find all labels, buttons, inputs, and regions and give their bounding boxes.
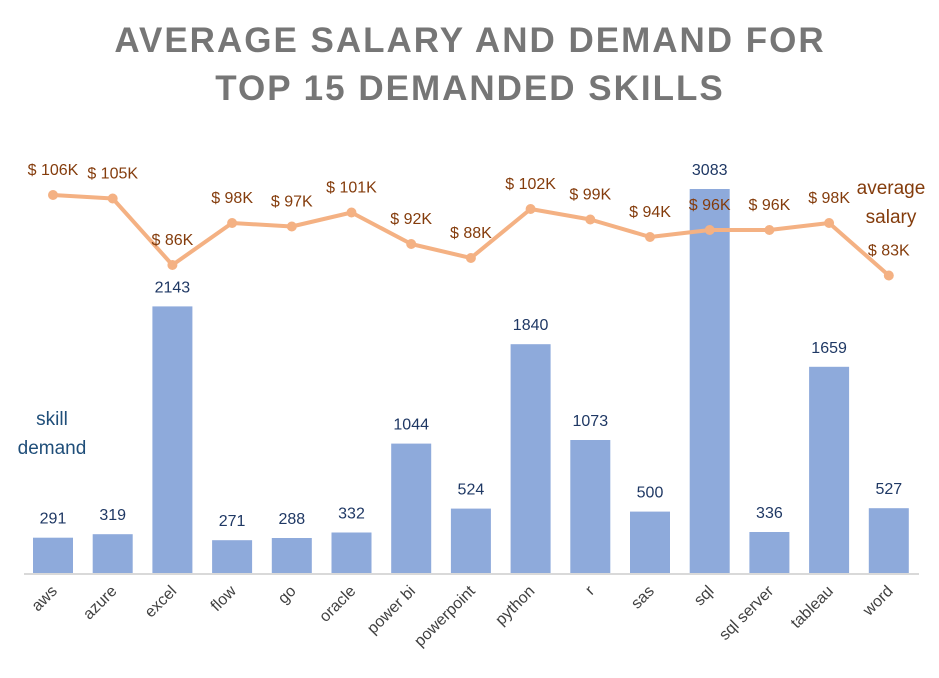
bar-go — [271, 538, 312, 574]
bar-python — [510, 344, 551, 574]
x-tick-label: sql — [691, 583, 717, 609]
bar-excel — [152, 306, 193, 574]
bar-value-label: 332 — [338, 506, 365, 523]
bar-sql-server — [749, 532, 790, 574]
salary-value-label: $ 98K — [211, 190, 253, 207]
salary-labels-group: $ 106K $ 105K $ 86K $ 98K $ 97K $ 101K $ 92K $ … — [28, 162, 910, 260]
salary-point-go — [286, 221, 297, 232]
x-tick-label: azure — [80, 583, 120, 623]
x-tick-label: aws — [29, 583, 61, 615]
salary-value-label: $ 96K — [748, 197, 790, 214]
bar-powerpoint — [450, 508, 491, 574]
salary-value-label: $ 97K — [271, 194, 313, 211]
x-tick-label: word — [859, 583, 896, 620]
bar-power-bi — [391, 443, 432, 574]
bar-labels-group: 291 319 2143 271 288 332 1044 524 1840 1073 500 308… — [40, 162, 903, 530]
x-tick-label: tableau — [788, 583, 837, 632]
x-tick-label: oracle — [316, 583, 359, 626]
salary-line-group — [48, 190, 894, 281]
salary-point-r — [585, 214, 596, 225]
bar-aws — [33, 537, 73, 574]
salary-point-oracle — [346, 207, 357, 218]
bars-group — [33, 189, 909, 574]
bar-value-label: 291 — [40, 511, 67, 528]
bar-value-label: 524 — [458, 482, 485, 499]
salary-point-tableau — [824, 218, 835, 228]
salary-value-label: $ 92K — [390, 211, 432, 228]
salary-value-label: $ 86K — [151, 232, 193, 249]
legend-salary-line-2: salary — [866, 207, 917, 228]
salary-point-azure — [107, 193, 118, 204]
bar-value-label: 500 — [637, 485, 664, 502]
bar-azure — [92, 534, 133, 574]
salary-point-power-bi — [406, 239, 417, 249]
x-tick-label: r — [582, 582, 598, 598]
x-tick-label: python — [492, 583, 538, 629]
bar-oracle — [331, 532, 372, 574]
bar-value-label: 271 — [219, 513, 246, 530]
bar-value-label: 1659 — [811, 340, 847, 357]
salary-point-aws — [48, 190, 58, 200]
x-tick-label: power bi — [364, 583, 419, 638]
salary-value-label: $ 94K — [629, 204, 671, 221]
salary-value-label: $ 88K — [450, 225, 492, 242]
salary-value-label: $ 99K — [569, 187, 611, 204]
x-tick-label: sql server — [716, 582, 778, 644]
salary-value-label: $ 96K — [689, 197, 731, 214]
salary-value-label: $ 83K — [868, 243, 910, 260]
salary-point-sql — [704, 225, 715, 235]
salary-point-word — [883, 270, 894, 281]
legend-salary-line-1: average — [857, 178, 926, 199]
bar-sas — [630, 511, 670, 574]
bar-r — [570, 440, 611, 574]
chart-title-line-2: TOP 15 DEMANDED SKILLS — [215, 69, 724, 108]
bar-flow — [212, 540, 253, 574]
x-tick-label: powerpoint — [411, 582, 479, 650]
bar-value-label: 1840 — [513, 317, 549, 334]
salary-value-label: $ 106K — [28, 162, 79, 179]
salary-value-label: $ 98K — [808, 190, 850, 207]
bar-word — [868, 508, 909, 574]
x-tick-label: go — [275, 583, 300, 608]
x-tick-label: sas — [628, 583, 658, 613]
bar-value-label: 336 — [756, 505, 783, 522]
bar-value-label: 1073 — [573, 413, 609, 430]
salary-point-sas — [645, 232, 655, 242]
legend-demand-line-2: demand — [18, 438, 87, 459]
bar-sql — [689, 189, 730, 574]
salary-value-label: $ 102K — [505, 176, 556, 193]
legend-demand-line-1: skill — [36, 409, 68, 430]
salary-point-sql-server — [764, 225, 775, 235]
salary-value-label: $ 101K — [326, 180, 377, 197]
x-tick-label: excel — [142, 583, 180, 621]
salary-point-python — [525, 204, 536, 214]
bar-tableau — [809, 366, 850, 574]
salary-point-flow — [227, 218, 238, 228]
bar-value-label: 527 — [875, 481, 902, 498]
bar-value-label: 288 — [278, 511, 305, 528]
bar-value-label: 319 — [99, 507, 126, 524]
x-tick-label: flow — [208, 582, 240, 614]
bar-value-label: 1044 — [393, 417, 429, 434]
salary-value-label: $ 105K — [87, 166, 138, 183]
salary-point-excel — [167, 260, 178, 270]
x-tick-labels-group: aws azure excel flow go oracle power bipowerpo… — [29, 582, 897, 650]
bar-value-label: 2143 — [155, 279, 191, 296]
bar-value-label: 3083 — [692, 162, 728, 179]
chart-title-line-1: AVERAGE SALARY AND DEMAND FOR — [114, 21, 825, 60]
salary-point-powerpoint — [465, 253, 476, 263]
